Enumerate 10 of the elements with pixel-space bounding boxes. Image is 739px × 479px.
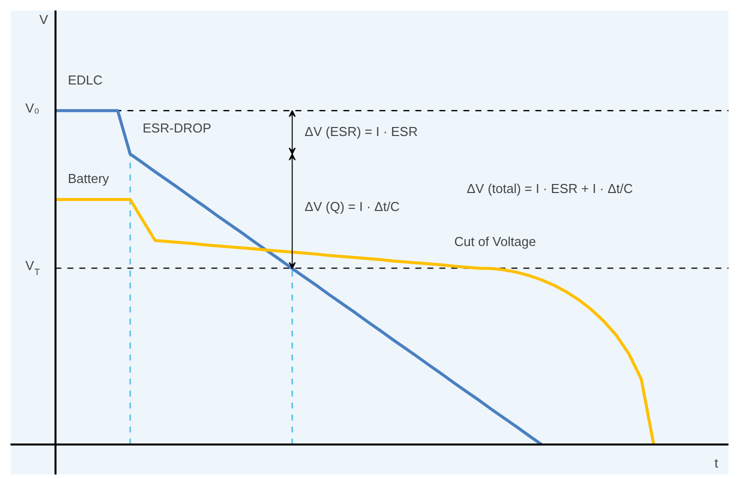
series-label: Battery	[68, 171, 110, 186]
x-axis-title: t	[714, 455, 718, 470]
annotation: ΔV (ESR) = I · ESR	[304, 124, 418, 140]
ref-line-label: V₀	[25, 100, 40, 116]
annotation: ESR-DROP	[142, 120, 212, 136]
text: V	[39, 12, 48, 28]
series-label: EDLC	[68, 72, 103, 88]
annotation: ΔV (Q) = I · Δt/C	[304, 199, 400, 214]
annotation: Cut of Voltage	[454, 234, 536, 250]
annotation: ΔV (total) = I · ESR + I · Δt/C	[466, 180, 633, 196]
